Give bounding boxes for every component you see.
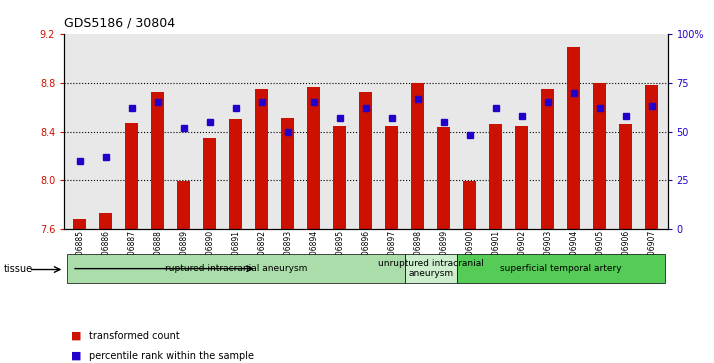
Bar [541,89,555,229]
Bar [281,118,294,229]
Text: ■: ■ [71,351,82,361]
Text: ruptured intracranial aneurysm: ruptured intracranial aneurysm [165,264,307,273]
FancyBboxPatch shape [405,254,457,283]
Bar [568,46,580,229]
Bar [620,124,633,229]
Bar [256,89,268,229]
Bar [411,83,424,229]
FancyBboxPatch shape [457,254,665,283]
Text: tissue: tissue [4,264,33,274]
Text: percentile rank within the sample: percentile rank within the sample [89,351,254,361]
Bar [308,87,321,229]
Text: transformed count: transformed count [89,331,180,341]
Bar [177,182,191,229]
Text: unruptured intracranial
aneurysm: unruptured intracranial aneurysm [378,259,484,278]
Bar [386,126,398,229]
Bar [593,83,606,229]
Text: ■: ■ [71,331,82,341]
Bar [126,123,139,229]
Bar [99,213,112,229]
Bar [645,85,658,229]
Bar [438,127,451,229]
Bar [74,219,86,229]
Bar [151,91,164,229]
FancyBboxPatch shape [67,254,405,283]
Bar [229,119,242,229]
Bar [516,126,528,229]
Bar [490,124,503,229]
Bar [333,126,346,229]
Bar [359,91,373,229]
Bar [203,138,216,229]
Bar [463,182,476,229]
Text: GDS5186 / 30804: GDS5186 / 30804 [64,16,176,29]
Text: superficial temporal artery: superficial temporal artery [500,264,622,273]
